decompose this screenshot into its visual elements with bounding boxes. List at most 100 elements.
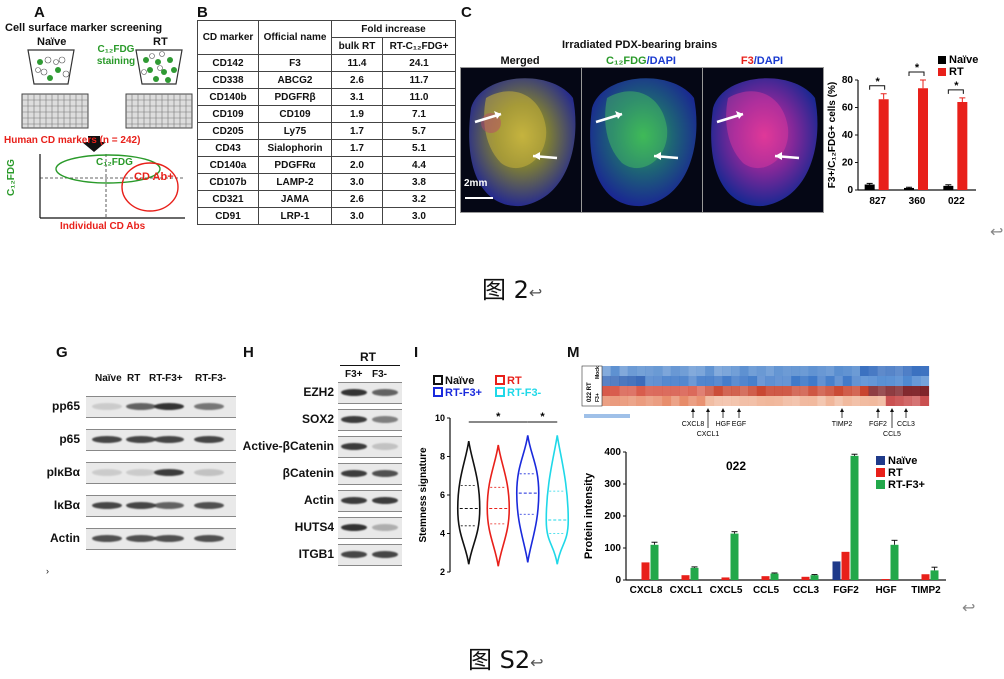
blot-band — [341, 389, 367, 396]
legend-label: Naïve — [888, 455, 917, 467]
heat-cell — [688, 396, 697, 406]
lane-label: F3+ — [345, 369, 363, 380]
table-cell-cd: CD142 — [197, 54, 259, 72]
x-tick-label: CXCL1 — [670, 585, 703, 596]
heat-cell — [791, 386, 801, 396]
table-cell-rtc: 3.8 — [382, 173, 456, 191]
table-row: CD142 F3 11.4 24.1 — [197, 54, 456, 72]
legend-label: RT-F3- — [507, 387, 542, 399]
heat-cell — [619, 396, 629, 406]
heat-cell — [868, 386, 878, 396]
h-group-line — [340, 365, 400, 366]
heat-cell — [894, 396, 904, 406]
panel-h-letter: H — [243, 344, 254, 361]
heat-cell — [860, 396, 869, 406]
heat-cell — [713, 396, 723, 406]
bar-rt — [957, 102, 968, 190]
heat-cell — [791, 376, 801, 386]
table-cell-rtc: 11.7 — [382, 71, 456, 89]
table-cell-rtc: 4.4 — [382, 156, 456, 174]
blot-row-label: SOX2 — [301, 412, 334, 426]
blot-band — [154, 469, 184, 476]
table-cell-rtc: 24.1 — [382, 54, 456, 72]
heat-cell — [799, 386, 809, 396]
header-fold: Fold increase — [331, 20, 456, 38]
heat-cell — [653, 396, 663, 406]
significance-star: * — [540, 411, 545, 423]
scalebar-label: 2mm — [464, 178, 488, 189]
bar-rtf3 — [810, 575, 819, 580]
heat-cell — [920, 366, 930, 376]
heat-cell — [713, 376, 723, 386]
table-cell-name: PDGFRβ — [258, 88, 332, 106]
heat-cell — [627, 376, 637, 386]
heat-cell — [713, 386, 723, 396]
heat-cell — [636, 386, 646, 396]
y-tick-label: 300 — [604, 479, 621, 490]
caption-fig2: 图 2↩ — [482, 276, 543, 304]
blot-row-label: Active-βCatenin — [242, 439, 334, 453]
blot-row-label: Actin — [50, 531, 80, 545]
blot-row-label: HUTS4 — [294, 520, 334, 534]
blot-band — [341, 497, 367, 504]
heat-cell — [619, 386, 629, 396]
blot-band — [372, 551, 398, 558]
h-group-label: RT — [360, 350, 376, 364]
heat-cell — [653, 366, 663, 376]
heat-cell — [765, 396, 775, 406]
bar-rt — [921, 574, 930, 580]
legend-swatch — [938, 68, 946, 76]
heat-cell — [782, 376, 792, 386]
x-tick-label: 022 — [948, 196, 965, 207]
heat-cell — [610, 396, 620, 406]
rt-cells — [143, 57, 177, 83]
heat-cell — [774, 396, 783, 406]
heat-cell — [645, 366, 654, 376]
heatmap-m: Mock F3+022 RT CXCL8 HGF EGF TIMP2 FGF2 CCL3 CXC… — [581, 365, 930, 438]
blot-strip — [338, 463, 402, 485]
f3-dapi-title: F3/DAPI — [740, 55, 784, 67]
y-tick-label: 200 — [604, 511, 621, 522]
table-cell-cd: CD107b — [197, 173, 259, 191]
table-row: CD43 Sialophorin 1.7 5.1 — [197, 139, 456, 157]
heat-cell — [679, 366, 689, 376]
heat-cell — [748, 386, 758, 396]
heat-cell — [756, 366, 766, 376]
legend-swatch — [495, 375, 505, 385]
heat-cell — [739, 396, 749, 406]
table-row: CD205 Ly75 1.7 5.7 — [197, 122, 456, 140]
table-cell-cd: CD140a — [197, 156, 259, 174]
table-cell-name: CD109 — [258, 105, 332, 123]
y-tick-label: 2 — [440, 567, 445, 577]
table-cell-bulk: 3.1 — [331, 88, 383, 106]
heat-cell — [825, 376, 835, 386]
table-cell-bulk: 2.6 — [331, 71, 383, 89]
heat-cell — [834, 366, 844, 376]
y-tick-label: 8 — [440, 452, 445, 462]
heat-cell — [756, 376, 766, 386]
heat-cell — [860, 366, 869, 376]
blot-band — [194, 535, 224, 542]
blot-strip — [338, 517, 402, 539]
blot-band — [92, 502, 122, 509]
heat-cell — [765, 376, 775, 386]
chart-c: 0 20 40 60 80 F3+/C₁₂FDG+ cells (%) 827 * 360 * 02… — [827, 54, 978, 207]
heat-cell — [731, 366, 740, 376]
heat-cell — [894, 376, 904, 386]
heat-cell — [696, 396, 706, 406]
heat-cell — [834, 386, 844, 396]
heat-cell — [894, 386, 904, 396]
panel-a-graphic — [21, 49, 193, 219]
heat-cell — [696, 366, 706, 376]
heat-cell — [774, 366, 783, 376]
heat-cell — [619, 376, 629, 386]
bar-rt — [918, 88, 928, 190]
blot-row-label: ITGB1 — [298, 547, 334, 561]
heat-cell — [911, 396, 921, 406]
heat-cell — [782, 366, 792, 376]
table-cell-name: PDGFRα — [258, 156, 332, 174]
bar-rt — [881, 579, 890, 580]
x-axis-label: Individual CD Abs — [60, 221, 146, 232]
heat-cell — [653, 376, 663, 386]
heat-cell — [662, 386, 672, 396]
